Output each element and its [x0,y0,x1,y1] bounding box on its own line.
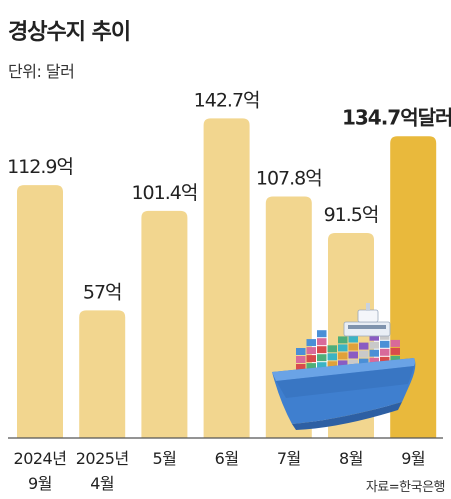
category-label-3: 6월 [215,449,239,468]
source-label: 자료=한국은행 [365,480,446,495]
category-label-1: 2025년 [76,449,129,468]
value-label-6: 134.7억달러 [342,105,451,129]
value-label-3: 142.7억 [194,89,260,111]
category-label-4: 7월 [277,449,301,468]
chart-title: 경상수지 추이 [8,20,131,45]
category-label-5: 8월 [339,449,363,468]
category-label-1-line2: 4월 [90,474,114,493]
value-label-5: 91.5억 [324,204,379,226]
value-label-0: 112.9억 [7,156,73,178]
container-ship-icon [272,303,416,430]
bar-1 [79,310,126,438]
category-label-6: 9월 [401,449,425,468]
value-label-2: 101.4억 [131,182,197,204]
bar-0 [17,185,63,438]
category-label-0: 2024년 [14,449,67,468]
bar-2 [141,210,188,438]
unit-label: 단위: 달러 [8,62,75,81]
bar-3 [203,118,250,439]
value-label-1: 57억 [83,281,122,303]
category-label-0-line2: 9월 [28,474,52,493]
category-label-2: 5월 [152,449,176,468]
value-label-4: 107.8억 [256,168,322,190]
